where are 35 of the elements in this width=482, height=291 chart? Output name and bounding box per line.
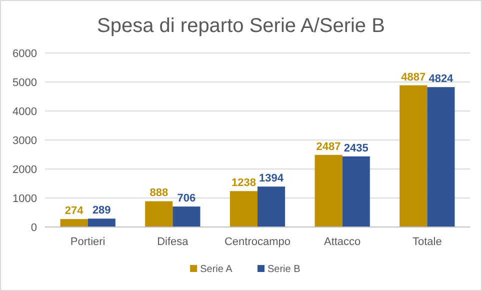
x-tick-label: Centrocampo (224, 236, 291, 248)
legend-label: Serie B (268, 264, 301, 275)
data-label: 888 (150, 187, 168, 200)
y-tick-label: 3000 (12, 135, 37, 147)
data-label: 274 (64, 205, 84, 218)
bar (427, 87, 455, 227)
data-label: 1394 (259, 172, 284, 185)
y-tick-label: 4000 (12, 106, 37, 118)
bar (400, 85, 428, 227)
y-tick-label: 2000 (12, 164, 37, 176)
y-tick-label: 0 (30, 222, 37, 234)
bar (258, 186, 286, 227)
x-tick-label: Totale (412, 236, 442, 248)
bar (145, 201, 173, 227)
bar (60, 219, 88, 227)
x-tick-label: Difesa (157, 236, 190, 248)
bar (230, 191, 258, 227)
data-label: 4887 (401, 71, 426, 84)
legend-label: Serie A (200, 264, 233, 275)
bar (314, 154, 342, 227)
bar (172, 206, 200, 227)
x-tick-label: Portieri (70, 236, 106, 248)
y-tick-label: 6000 (12, 48, 37, 60)
data-label: 706 (177, 192, 196, 205)
data-label: 2487 (316, 140, 341, 153)
bar (88, 218, 116, 227)
y-tick-label: 1000 (12, 193, 37, 205)
chart-title: Spesa di reparto Serie A/Serie B (97, 15, 385, 37)
data-label: 2435 (344, 142, 368, 154)
data-label: 289 (92, 204, 111, 217)
data-label: 1238 (231, 177, 256, 190)
data-label: 4824 (428, 73, 454, 86)
bar (342, 156, 370, 227)
y-tick-label: 5000 (12, 77, 37, 89)
x-tick-label: Attacco (324, 236, 361, 248)
